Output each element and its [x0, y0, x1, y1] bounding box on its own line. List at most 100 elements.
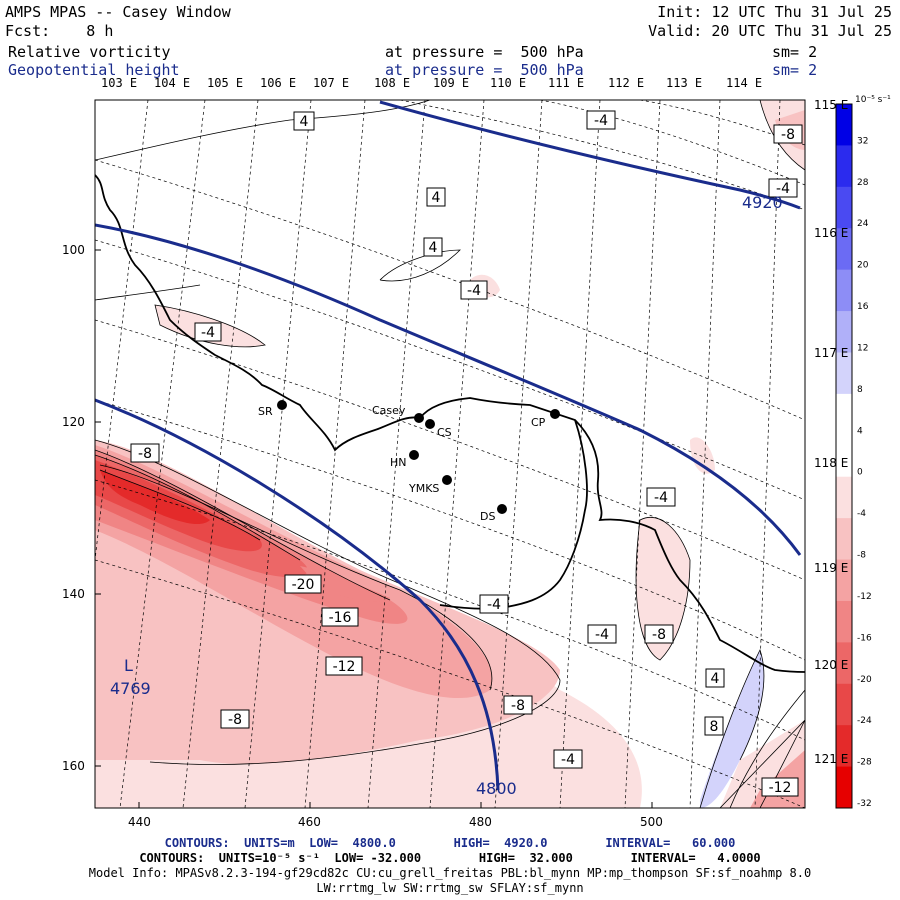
- x-axis-label: 480: [469, 815, 492, 829]
- positive-vorticity-shading: [700, 650, 764, 808]
- station-label: DS: [480, 510, 495, 523]
- lon-label: 112 E: [608, 76, 645, 90]
- contour-label: -8: [503, 695, 533, 715]
- svg-text:-4: -4: [776, 181, 790, 197]
- field1-pressure: at pressure = 500 hPa: [385, 43, 584, 61]
- low-center-marker: L: [124, 656, 133, 675]
- contour-label: -4: [194, 322, 222, 342]
- contour-label: -4: [460, 280, 488, 300]
- svg-text:-4: -4: [201, 325, 215, 341]
- y-axis-label: 140: [62, 587, 85, 601]
- svg-text:-12: -12: [333, 659, 356, 675]
- svg-text:-20: -20: [292, 577, 315, 593]
- colorbar-swatch: [836, 393, 852, 436]
- colorbar-swatch: [836, 352, 852, 395]
- y-axis-label: 160: [62, 759, 85, 773]
- map-frame: [94, 99, 806, 809]
- y-axis-label: 100: [62, 243, 85, 257]
- colorbar-label: -16: [857, 633, 872, 643]
- contour-label: -8: [773, 124, 803, 144]
- svg-text:-4: -4: [561, 752, 575, 768]
- contour-label: -20: [284, 574, 322, 594]
- lon-label: 114 E: [726, 76, 763, 90]
- latlon-grid: [95, 100, 805, 808]
- contour-label: -4: [587, 624, 617, 644]
- title: AMPS MPAS -- Casey Window: [5, 3, 231, 21]
- contour-label: -4: [586, 110, 616, 130]
- station-dot: [550, 409, 560, 419]
- axis-ticks: [95, 249, 653, 808]
- colorbar-swatch: [836, 683, 852, 726]
- colorbar-label: 16: [857, 302, 869, 312]
- station-label: Casey: [372, 404, 406, 417]
- station-label: CP: [531, 416, 546, 429]
- svg-text:4: 4: [432, 190, 441, 206]
- lon-right-label: 117 E: [814, 346, 849, 360]
- colorbar-label: -4: [857, 509, 866, 519]
- svg-text:4: 4: [429, 240, 438, 256]
- svg-text:-8: -8: [228, 712, 242, 728]
- colorbar-label: 28: [857, 178, 869, 188]
- svg-text:-4: -4: [595, 627, 609, 643]
- field2-label: Geopotential height: [8, 61, 180, 79]
- field1-smoothing: sm= 2: [772, 43, 818, 61]
- colorbar: 32 28 24 20 16 12 8 4 0 -4 -8 -12 -16 -20 -24 -28 -32: [835, 103, 872, 809]
- lon-label: 104 E: [154, 76, 191, 90]
- contour-label: -4: [553, 749, 583, 769]
- contour-label: 4: [705, 668, 725, 688]
- lon-label: 111 E: [548, 76, 585, 90]
- colorbar-swatch: [836, 269, 852, 312]
- colorbar-frame: [835, 103, 853, 809]
- contour-label: -4: [479, 594, 509, 614]
- station-label: CS: [437, 426, 452, 439]
- colorbar-label: -28: [857, 758, 872, 768]
- svg-text:-8: -8: [781, 127, 795, 143]
- colorbar-label: -20: [857, 675, 872, 685]
- lon-right-label: 115 E: [814, 98, 849, 112]
- station-label: HN: [390, 456, 407, 469]
- height-label-4920: 4920: [742, 193, 783, 212]
- lon-label: 105 E: [207, 76, 244, 90]
- station-dot: [277, 400, 287, 410]
- station-dot: [409, 450, 419, 460]
- svg-text:-4: -4: [467, 283, 481, 299]
- lon-label: 106 E: [260, 76, 297, 90]
- valid-time: Valid: 20 UTC Thu 31 Jul 25: [648, 22, 892, 40]
- contour-label: 4: [293, 111, 315, 131]
- colorbar-swatch: [836, 186, 852, 229]
- svg-text:-8: -8: [138, 446, 152, 462]
- colorbar-swatch: [836, 518, 852, 561]
- colorbar-swatch: [836, 766, 852, 809]
- colorbar-swatch: [836, 476, 852, 519]
- footer-model-info: Model Info: MPASv8.2.3-194-gf29cd82c CU:…: [88, 866, 812, 880]
- svg-text:-8: -8: [652, 627, 666, 643]
- vorticity-contours: [95, 100, 805, 808]
- coastline: [95, 174, 805, 673]
- station-dot: [414, 413, 424, 423]
- colorbar-swatch: [836, 559, 852, 602]
- y-axis-label: 120: [62, 415, 85, 429]
- colorbar-label: -8: [857, 551, 866, 561]
- contour-value-labels: 4 4 4 -4 -4 -4 -8 -4 -8 -20 -16 -12 -4 -…: [130, 110, 803, 797]
- x-axis-label: 460: [298, 815, 321, 829]
- svg-text:-12: -12: [769, 780, 792, 796]
- contour-label: -4: [768, 178, 798, 198]
- svg-text:8: 8: [710, 719, 719, 735]
- lon-right-label: 121 E: [814, 752, 849, 766]
- svg-text:-4: -4: [487, 597, 501, 613]
- field2-pressure: at pressure = 500 hPa: [385, 61, 584, 79]
- svg-text:4: 4: [711, 671, 720, 687]
- height-contours: [95, 100, 802, 791]
- contour-label: -16: [321, 607, 359, 627]
- lon-label: 108 E: [374, 76, 411, 90]
- colorbar-swatch: [836, 228, 852, 271]
- colorbar-label: -12: [857, 592, 872, 602]
- station-label: SR: [258, 405, 273, 418]
- lon-right-label: 120 E: [814, 658, 849, 672]
- colorbar-label: 4: [857, 426, 863, 436]
- x-axis-label: 500: [640, 815, 663, 829]
- colorbar-label: 8: [857, 385, 863, 395]
- colorbar-swatch: [836, 642, 852, 685]
- forecast-hour: Fcst: 8 h: [5, 22, 114, 40]
